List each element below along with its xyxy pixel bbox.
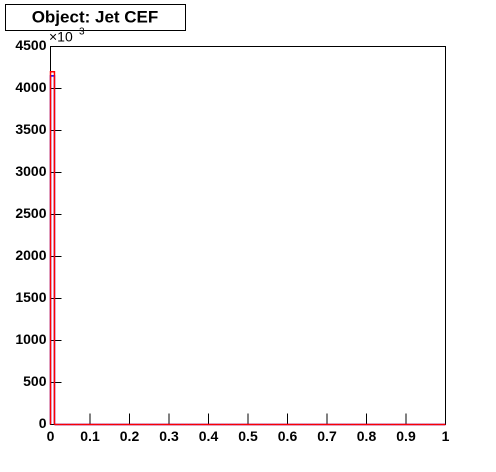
x-tick-label: 0.3 [159,428,179,444]
x-tick-label: 0.5 [238,428,258,444]
x-tick-label: 0.4 [199,428,219,444]
x-tick-label: 0.8 [357,428,377,444]
y-tick-label: 3000 [15,163,46,179]
x-tick-label: 0.7 [317,428,337,444]
y-tick-label: 1000 [15,331,46,347]
y-tick-label: 2000 [15,247,46,263]
x-tick-label: 0.9 [396,428,416,444]
y-tick-label: 1500 [15,289,46,305]
title-box [5,4,186,31]
x-tick-label: 0.1 [80,428,100,444]
x-tick-label: 1 [442,428,450,444]
y-tick-label: 0 [39,415,47,431]
chart-title: Object: Jet CEF [32,7,159,26]
y-tick-label: 3500 [15,121,46,137]
y-multiplier: ×10 [49,29,73,45]
y-tick-label: 4500 [15,37,46,53]
y-tick-label: 2500 [15,205,46,221]
x-tick-label: 0.6 [278,428,298,444]
x-tick-label: 0 [47,428,55,444]
x-tick-label: 0.2 [120,428,140,444]
y-tick-label: 500 [23,373,47,389]
histogram-bin [49,70,56,425]
y-tick-label: 4000 [15,79,46,95]
y-multiplier-exponent: 3 [79,27,85,38]
